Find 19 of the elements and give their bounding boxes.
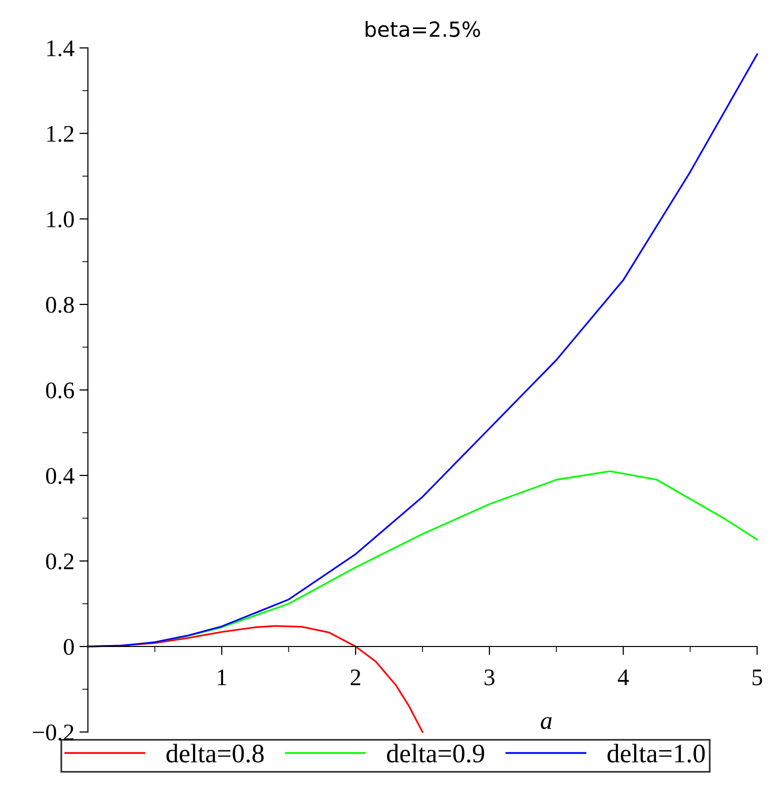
x-tick-label: 2 [350,669,360,686]
y-tick-label: 0.4 [46,468,74,484]
x-tick-label: 1 [218,670,226,686]
y-tick-label: 0.8 [46,296,74,313]
chart-title: beta=2.5% [366,20,480,38]
y-tick-label: 1.2 [47,126,74,142]
x-tick-label: 3 [484,669,494,686]
y-tick-label: 0.6 [46,382,74,398]
x-tick-label: 5 [752,670,762,686]
y-tick-label: 1.4 [47,40,74,56]
legend-label: delta=1.0 [608,744,705,763]
legend-label: delta=0.9 [387,744,484,763]
y-tick-label: 0 [64,638,74,655]
x-tick-label: 4 [618,670,629,686]
legend-label: delta=0.8 [166,744,264,763]
y-tick-label: −0.2 [33,724,74,741]
y-tick-label: 0.2 [46,553,74,570]
y-tick-label: 1.0 [47,211,74,228]
x-axis-title: a [540,717,552,730]
